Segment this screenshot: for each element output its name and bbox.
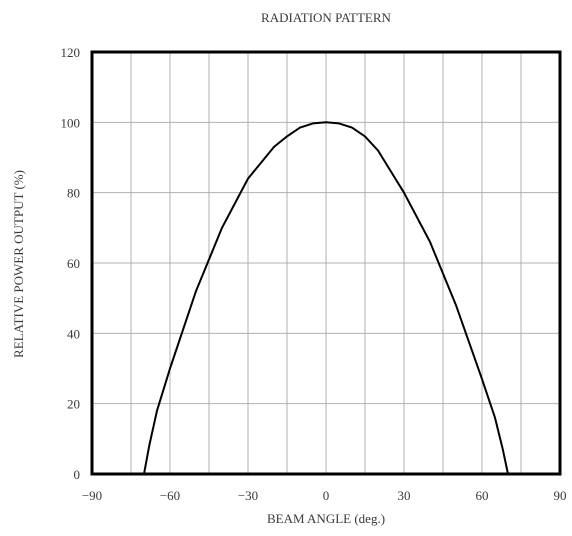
y-axis-label: RELATIVE POWER OUTPUT (%) (11, 170, 26, 358)
x-tick-label: −90 (82, 488, 102, 503)
y-tick-label: 20 (67, 397, 80, 412)
series-line (143, 121, 509, 475)
x-axis-label: BEAM ANGLE (deg.) (267, 511, 385, 526)
y-tick-label: 0 (74, 467, 81, 482)
y-tick-label: 40 (67, 326, 80, 341)
plot-frame (90, 50, 562, 476)
grid (92, 52, 560, 474)
y-tick-label: 100 (61, 115, 81, 130)
y-tick-label: 80 (67, 186, 80, 201)
chart-title: RADIATION PATTERN (261, 10, 391, 25)
x-tick-label: 60 (476, 488, 489, 503)
x-tick-label: 30 (398, 488, 411, 503)
x-tick-label: 90 (554, 488, 567, 503)
x-tick-label: −30 (238, 488, 258, 503)
x-tick-label: 0 (323, 488, 330, 503)
x-tick-label: −60 (160, 488, 180, 503)
y-tick-label: 120 (61, 45, 81, 60)
y-tick-label: 60 (67, 256, 80, 271)
tick-labels: −90 −60 −30 0 30 60 90 0 20 40 60 80 100 120 (61, 45, 567, 503)
